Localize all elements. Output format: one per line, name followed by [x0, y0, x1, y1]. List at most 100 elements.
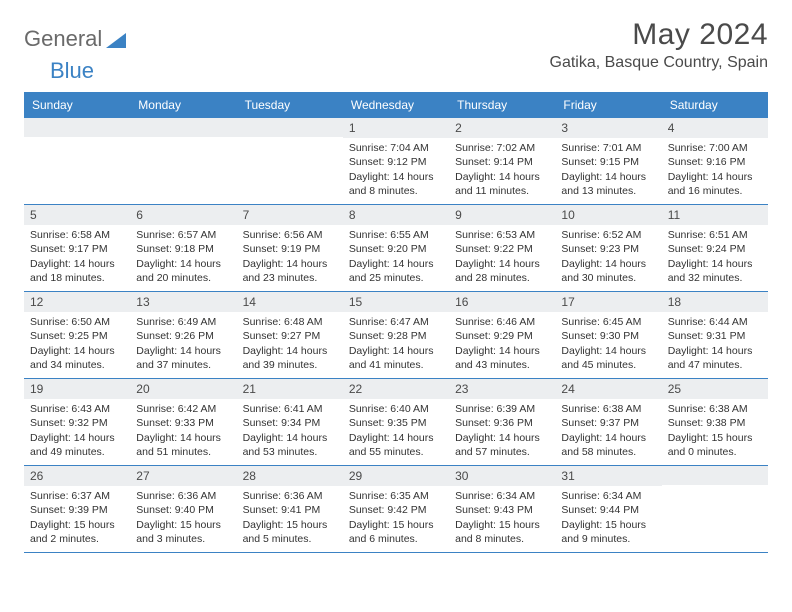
day-body: Sunrise: 6:41 AMSunset: 9:34 PMDaylight:… [237, 399, 343, 464]
sunset-text: Sunset: 9:23 PM [561, 242, 655, 256]
sunset-text: Sunset: 9:44 PM [561, 503, 655, 517]
weekday-wednesday: Wednesday [343, 92, 449, 118]
day-body: Sunrise: 6:44 AMSunset: 9:31 PMDaylight:… [662, 312, 768, 377]
sunrise-text: Sunrise: 6:46 AM [455, 315, 549, 329]
day-number: 7 [237, 205, 343, 225]
weekday-tuesday: Tuesday [237, 92, 343, 118]
daylight-text: Daylight: 14 hours and 28 minutes. [455, 257, 549, 285]
sunset-text: Sunset: 9:18 PM [136, 242, 230, 256]
day-cell: 6Sunrise: 6:57 AMSunset: 9:18 PMDaylight… [130, 205, 236, 291]
day-number [24, 118, 130, 137]
sunrise-text: Sunrise: 6:38 AM [561, 402, 655, 416]
day-number: 17 [555, 292, 661, 312]
daylight-text: Daylight: 14 hours and 23 minutes. [243, 257, 337, 285]
day-cell: 3Sunrise: 7:01 AMSunset: 9:15 PMDaylight… [555, 118, 661, 204]
sunset-text: Sunset: 9:16 PM [668, 155, 762, 169]
sunrise-text: Sunrise: 6:57 AM [136, 228, 230, 242]
daylight-text: Daylight: 14 hours and 30 minutes. [561, 257, 655, 285]
logo: General [24, 18, 128, 52]
daylight-text: Daylight: 15 hours and 3 minutes. [136, 518, 230, 546]
sunset-text: Sunset: 9:36 PM [455, 416, 549, 430]
sunset-text: Sunset: 9:35 PM [349, 416, 443, 430]
week-row: 12Sunrise: 6:50 AMSunset: 9:25 PMDayligh… [24, 292, 768, 379]
day-cell: 24Sunrise: 6:38 AMSunset: 9:37 PMDayligh… [555, 379, 661, 465]
day-body: Sunrise: 6:36 AMSunset: 9:41 PMDaylight:… [237, 486, 343, 551]
day-cell: 27Sunrise: 6:36 AMSunset: 9:40 PMDayligh… [130, 466, 236, 552]
sunrise-text: Sunrise: 7:00 AM [668, 141, 762, 155]
day-number: 30 [449, 466, 555, 486]
day-number: 5 [24, 205, 130, 225]
sunset-text: Sunset: 9:25 PM [30, 329, 124, 343]
day-body: Sunrise: 6:48 AMSunset: 9:27 PMDaylight:… [237, 312, 343, 377]
sunrise-text: Sunrise: 6:48 AM [243, 315, 337, 329]
day-cell: 9Sunrise: 6:53 AMSunset: 9:22 PMDaylight… [449, 205, 555, 291]
sunrise-text: Sunrise: 6:47 AM [349, 315, 443, 329]
day-number: 20 [130, 379, 236, 399]
day-cell: 18Sunrise: 6:44 AMSunset: 9:31 PMDayligh… [662, 292, 768, 378]
sunrise-text: Sunrise: 6:36 AM [136, 489, 230, 503]
day-body: Sunrise: 6:56 AMSunset: 9:19 PMDaylight:… [237, 225, 343, 290]
sunset-text: Sunset: 9:30 PM [561, 329, 655, 343]
sunset-text: Sunset: 9:12 PM [349, 155, 443, 169]
daylight-text: Daylight: 14 hours and 47 minutes. [668, 344, 762, 372]
week-row: 26Sunrise: 6:37 AMSunset: 9:39 PMDayligh… [24, 466, 768, 553]
day-number: 10 [555, 205, 661, 225]
day-number: 29 [343, 466, 449, 486]
sunset-text: Sunset: 9:42 PM [349, 503, 443, 517]
day-number: 31 [555, 466, 661, 486]
daylight-text: Daylight: 14 hours and 11 minutes. [455, 170, 549, 198]
sunrise-text: Sunrise: 6:56 AM [243, 228, 337, 242]
day-cell: 14Sunrise: 6:48 AMSunset: 9:27 PMDayligh… [237, 292, 343, 378]
weekday-saturday: Saturday [662, 92, 768, 118]
day-number [662, 466, 768, 485]
sunset-text: Sunset: 9:29 PM [455, 329, 549, 343]
week-row: 5Sunrise: 6:58 AMSunset: 9:17 PMDaylight… [24, 205, 768, 292]
sunset-text: Sunset: 9:19 PM [243, 242, 337, 256]
day-body: Sunrise: 6:58 AMSunset: 9:17 PMDaylight:… [24, 225, 130, 290]
day-body: Sunrise: 6:47 AMSunset: 9:28 PMDaylight:… [343, 312, 449, 377]
day-body: Sunrise: 6:37 AMSunset: 9:39 PMDaylight:… [24, 486, 130, 551]
day-cell: 20Sunrise: 6:42 AMSunset: 9:33 PMDayligh… [130, 379, 236, 465]
day-number: 14 [237, 292, 343, 312]
day-number: 3 [555, 118, 661, 138]
day-number [237, 118, 343, 137]
sunrise-text: Sunrise: 6:49 AM [136, 315, 230, 329]
daylight-text: Daylight: 15 hours and 0 minutes. [668, 431, 762, 459]
sunrise-text: Sunrise: 6:45 AM [561, 315, 655, 329]
daylight-text: Daylight: 14 hours and 25 minutes. [349, 257, 443, 285]
sunset-text: Sunset: 9:32 PM [30, 416, 124, 430]
sunset-text: Sunset: 9:26 PM [136, 329, 230, 343]
day-cell: 21Sunrise: 6:41 AMSunset: 9:34 PMDayligh… [237, 379, 343, 465]
day-body: Sunrise: 6:49 AMSunset: 9:26 PMDaylight:… [130, 312, 236, 377]
logo-triangle-icon [106, 30, 126, 48]
day-body: Sunrise: 6:34 AMSunset: 9:43 PMDaylight:… [449, 486, 555, 551]
day-body: Sunrise: 7:04 AMSunset: 9:12 PMDaylight:… [343, 138, 449, 203]
day-body: Sunrise: 6:55 AMSunset: 9:20 PMDaylight:… [343, 225, 449, 290]
sunset-text: Sunset: 9:38 PM [668, 416, 762, 430]
daylight-text: Daylight: 14 hours and 41 minutes. [349, 344, 443, 372]
weekday-thursday: Thursday [449, 92, 555, 118]
sunset-text: Sunset: 9:37 PM [561, 416, 655, 430]
day-cell: 13Sunrise: 6:49 AMSunset: 9:26 PMDayligh… [130, 292, 236, 378]
day-cell: 10 Sunrise: 6:52 AMSunset: 9:23 PMDayligh… [555, 205, 661, 291]
sunrise-text: Sunrise: 6:41 AM [243, 402, 337, 416]
day-number: 4 [662, 118, 768, 138]
day-number: 27 [130, 466, 236, 486]
sunrise-text: Sunrise: 6:52 AM [561, 228, 655, 242]
day-cell: 26Sunrise: 6:37 AMSunset: 9:39 PMDayligh… [24, 466, 130, 552]
day-cell: 8Sunrise: 6:55 AMSunset: 9:20 PMDaylight… [343, 205, 449, 291]
weekday-sunday: Sunday [24, 92, 130, 118]
sunset-text: Sunset: 9:27 PM [243, 329, 337, 343]
day-number: 2 [449, 118, 555, 138]
daylight-text: Daylight: 15 hours and 2 minutes. [30, 518, 124, 546]
day-cell: 29Sunrise: 6:35 AMSunset: 9:42 PMDayligh… [343, 466, 449, 552]
day-body: Sunrise: 6:50 AMSunset: 9:25 PMDaylight:… [24, 312, 130, 377]
week-row: 19Sunrise: 6:43 AMSunset: 9:32 PMDayligh… [24, 379, 768, 466]
day-number: 6 [130, 205, 236, 225]
weekday-friday: Friday [555, 92, 661, 118]
day-body: Sunrise: 6:45 AMSunset: 9:30 PMDaylight:… [555, 312, 661, 377]
day-cell: 25Sunrise: 6:38 AMSunset: 9:38 PMDayligh… [662, 379, 768, 465]
day-cell: 15Sunrise: 6:47 AMSunset: 9:28 PMDayligh… [343, 292, 449, 378]
day-number: 23 [449, 379, 555, 399]
sunrise-text: Sunrise: 6:36 AM [243, 489, 337, 503]
